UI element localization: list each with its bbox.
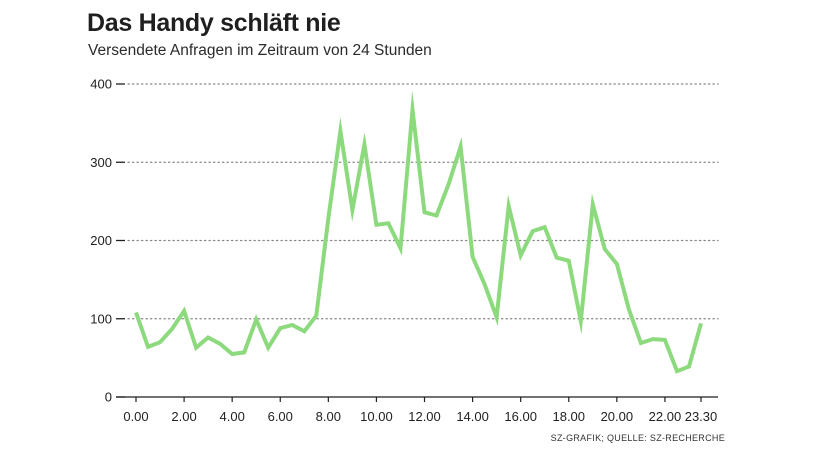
- data-point: [423, 210, 427, 214]
- data-point: [350, 208, 354, 212]
- chart-title: Das Handy schläft nie: [87, 9, 341, 37]
- x-tick-label: 14.00: [456, 409, 489, 424]
- data-point: [615, 262, 619, 266]
- data-point: [254, 318, 258, 322]
- x-tick-label: 18.00: [552, 409, 585, 424]
- data-point: [519, 253, 523, 257]
- data-point: [290, 323, 294, 327]
- data-point: [447, 182, 451, 186]
- data-point: [675, 369, 679, 373]
- x-tick-label: 4.00: [220, 409, 245, 424]
- data-point: [278, 326, 282, 330]
- x-tick-label: 23.30: [685, 409, 718, 424]
- data-point: [687, 365, 691, 369]
- data-point: [146, 345, 150, 349]
- x-tick-label: 0.00: [123, 409, 148, 424]
- data-point: [531, 229, 535, 233]
- data-point: [411, 108, 415, 112]
- data-point: [663, 338, 667, 342]
- data-point: [555, 256, 559, 260]
- data-point: [567, 259, 571, 263]
- chart-subtitle: Versendete Anfragen im Zeitraum von 24 S…: [88, 42, 432, 59]
- x-tick-label: 12.00: [408, 409, 441, 424]
- data-point: [158, 340, 162, 344]
- x-tick-label: 20.00: [601, 409, 634, 424]
- data-point: [483, 282, 487, 286]
- data-point: [362, 142, 366, 146]
- y-tick-label: 100: [90, 311, 112, 326]
- source-credit: SZ-GRAFIK; QUELLE: SZ-RECHERCHE: [550, 433, 725, 443]
- data-point: [170, 327, 174, 331]
- data-point: [326, 217, 330, 221]
- data-point: [134, 311, 138, 315]
- data-point: [302, 329, 306, 333]
- data-point: [591, 203, 595, 207]
- gridlines: [127, 83, 719, 320]
- x-tick-label: 16.00: [504, 409, 537, 424]
- data-point: [230, 352, 234, 356]
- data-point: [459, 145, 463, 149]
- data-point: [314, 314, 318, 318]
- data-point: [507, 204, 511, 208]
- data-point: [603, 247, 607, 251]
- series-line: [134, 90, 703, 374]
- data-point: [206, 336, 210, 340]
- data-point: [399, 246, 403, 250]
- data-point: [194, 346, 198, 350]
- data-point: [639, 341, 643, 345]
- data-point: [386, 221, 390, 225]
- x-tick-label: 8.00: [316, 409, 341, 424]
- axes: [116, 83, 718, 402]
- data-point: [374, 223, 378, 227]
- y-tick-label: 0: [105, 390, 112, 405]
- tick-labels: 0 100 200 300 400 0.00 2.00 4.00 6.00 8.00 10.00 12…: [90, 77, 717, 425]
- series-layer: [134, 90, 703, 374]
- y-tick-label: 300: [90, 155, 112, 170]
- data-point: [218, 342, 222, 346]
- x-tick-label: 6.00: [268, 409, 293, 424]
- data-point: [627, 307, 631, 311]
- data-point: [182, 309, 186, 313]
- data-point: [338, 129, 342, 133]
- y-tick-label: 200: [90, 233, 112, 248]
- data-point: [266, 346, 270, 350]
- data-point: [579, 319, 583, 323]
- data-point: [495, 315, 499, 319]
- y-tick-label: 400: [90, 77, 112, 92]
- x-tick-label: 2.00: [171, 409, 196, 424]
- data-point: [699, 321, 703, 325]
- data-point: [471, 255, 475, 259]
- data-point: [543, 225, 547, 229]
- x-tick-label: 10.00: [360, 409, 393, 424]
- data-point: [435, 214, 439, 218]
- data-point: [242, 350, 246, 354]
- x-tick-label: 22.00: [649, 409, 682, 424]
- data-point: [651, 337, 655, 341]
